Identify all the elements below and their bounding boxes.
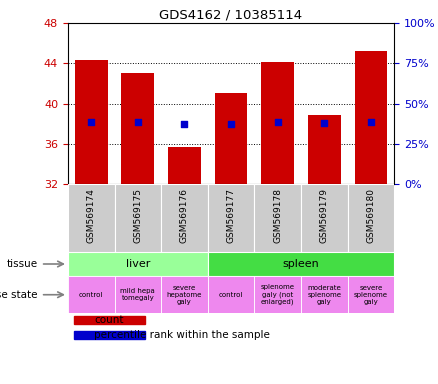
Point: [181, 121, 188, 127]
Point: [274, 119, 281, 125]
Point: [367, 119, 374, 125]
Bar: [161, 276, 208, 313]
Text: GSM569174: GSM569174: [87, 188, 95, 243]
Text: GSM569180: GSM569180: [367, 188, 375, 243]
Point: [321, 120, 328, 126]
Text: GSM569178: GSM569178: [273, 188, 282, 243]
Bar: [68, 184, 114, 252]
Bar: [114, 184, 161, 252]
Bar: [348, 184, 394, 252]
Point: [88, 119, 95, 125]
Bar: [301, 184, 348, 252]
Text: control: control: [79, 292, 103, 298]
Text: moderate
splenome
galy: moderate splenome galy: [307, 285, 341, 305]
Bar: [301, 276, 348, 313]
Text: disease state: disease state: [0, 290, 37, 300]
Bar: [215, 93, 247, 184]
Bar: [75, 60, 107, 184]
Bar: [261, 62, 294, 184]
Bar: [74, 331, 145, 339]
Text: GSM569176: GSM569176: [180, 188, 189, 243]
Text: GSM569179: GSM569179: [320, 188, 329, 243]
Bar: [208, 276, 254, 313]
Bar: [161, 184, 208, 252]
Text: percentile rank within the sample: percentile rank within the sample: [94, 330, 270, 340]
Point: [134, 119, 141, 125]
Bar: [68, 252, 208, 276]
Point: [228, 121, 235, 127]
Text: GSM569175: GSM569175: [133, 188, 142, 243]
Text: splenome
galy (not
enlarged): splenome galy (not enlarged): [261, 284, 295, 305]
Bar: [68, 276, 114, 313]
Bar: [208, 252, 394, 276]
Bar: [348, 276, 394, 313]
Text: tissue: tissue: [6, 259, 37, 269]
Bar: [168, 147, 201, 184]
Bar: [208, 184, 254, 252]
Bar: [114, 276, 161, 313]
Bar: [355, 51, 387, 184]
Bar: [254, 276, 301, 313]
Text: mild hepa
tomegaly: mild hepa tomegaly: [120, 288, 155, 301]
Text: GSM569177: GSM569177: [226, 188, 236, 243]
Text: control: control: [219, 292, 243, 298]
Text: severe
hepatome
galy: severe hepatome galy: [167, 285, 202, 305]
Bar: [308, 115, 341, 184]
Text: count: count: [94, 315, 124, 325]
Bar: [121, 73, 154, 184]
Title: GDS4162 / 10385114: GDS4162 / 10385114: [159, 9, 303, 22]
Text: severe
splenome
galy: severe splenome galy: [354, 285, 388, 305]
Text: liver: liver: [126, 259, 150, 269]
Bar: [254, 184, 301, 252]
Text: spleen: spleen: [283, 259, 319, 269]
Bar: [74, 316, 145, 324]
